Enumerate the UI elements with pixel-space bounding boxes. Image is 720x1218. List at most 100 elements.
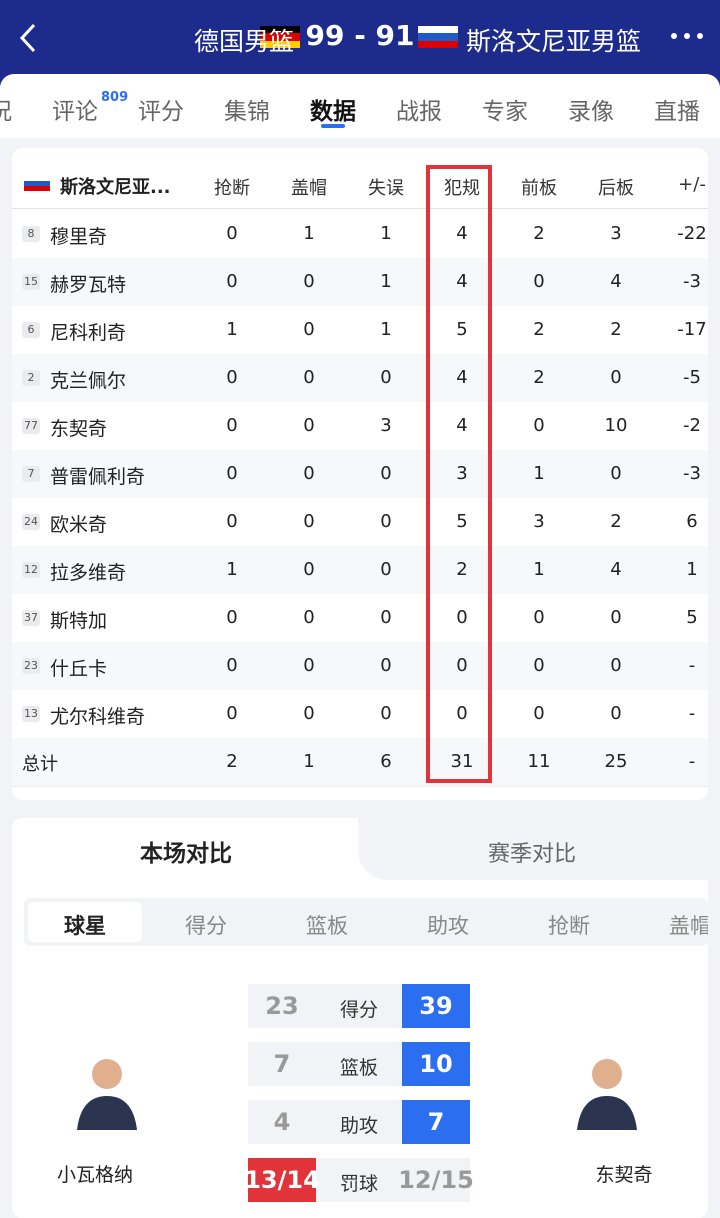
stat-value: 1 — [226, 559, 238, 580]
team-name: 斯洛文尼亚... — [60, 177, 171, 198]
column-header: 失误 — [368, 178, 404, 199]
compare-value: 7 — [427, 1108, 445, 1136]
stat-value: -2 — [683, 415, 701, 436]
row-bg — [12, 594, 708, 643]
stat-value: 1 — [533, 463, 545, 484]
germany-flag — [260, 26, 300, 48]
player-name[interactable]: 穆里奇 — [50, 226, 108, 248]
column-header: 抢断 — [214, 178, 250, 199]
stat-value: - — [688, 751, 696, 772]
tab[interactable]: 录像 — [568, 99, 614, 125]
column-header: 盖帽 — [291, 178, 327, 199]
row-bg — [12, 642, 708, 691]
tab[interactable]: 集锦 — [224, 99, 270, 125]
compare-tab[interactable]: 赛季对比 — [487, 842, 577, 867]
player-name[interactable]: 拉多维奇 — [50, 562, 127, 584]
stat-value: -3 — [683, 271, 701, 292]
stat-value: 0 — [533, 655, 545, 676]
stat-value: 0 — [226, 271, 238, 292]
stat-value: 0 — [303, 415, 315, 436]
stat-value: 3 — [380, 415, 392, 436]
subtab[interactable]: 篮板 — [306, 914, 348, 938]
value-box — [248, 1042, 316, 1086]
stat-value: 0 — [380, 655, 392, 676]
subtab[interactable]: 盖帽 — [669, 914, 708, 938]
stat-value: 2 — [533, 223, 545, 244]
tab[interactable]: 数据 — [310, 99, 356, 125]
stat-value: 0 — [226, 607, 238, 628]
stat-value: 3 — [456, 463, 468, 484]
subtab[interactable]: 抢断 — [548, 914, 590, 938]
stat-value: -22 — [677, 223, 707, 244]
stat-value: 5 — [456, 511, 468, 532]
compare-label: 助攻 — [339, 1115, 379, 1137]
tab[interactable]: 赛况 — [0, 99, 12, 125]
stat-value: 2 — [610, 511, 622, 532]
slovenia-flag — [418, 26, 458, 48]
stat-value: 0 — [456, 655, 468, 676]
subtab-active — [28, 902, 142, 942]
stat-value: 0 — [303, 271, 315, 292]
stat-value: 3 — [610, 223, 622, 244]
table-header-bg — [12, 160, 708, 209]
stat-value: 1 — [533, 559, 545, 580]
label-box — [316, 1042, 402, 1086]
jersey-number: 77 — [22, 418, 40, 434]
jersey-number: 15 — [22, 274, 40, 290]
player-name[interactable]: 欧米奇 — [50, 514, 108, 536]
stat-value: 0 — [380, 703, 392, 724]
more-button[interactable] — [668, 26, 708, 46]
stat-value: 0 — [380, 463, 392, 484]
compare-label: 篮板 — [339, 1057, 379, 1079]
stat-value: 0 — [380, 559, 392, 580]
tab[interactable]: 评论 — [52, 99, 98, 125]
subtab[interactable]: 球星 — [64, 914, 106, 938]
player-name: 东契奇 — [595, 1164, 653, 1186]
stat-value: 0 — [610, 463, 622, 484]
tab[interactable]: 直播 — [654, 99, 700, 125]
tab[interactable]: 战报 — [396, 99, 442, 125]
compare-label: 罚球 — [339, 1173, 379, 1195]
label-box — [316, 1158, 402, 1202]
player-name[interactable]: 斯特加 — [50, 610, 108, 632]
stat-value: 4 — [456, 271, 468, 292]
stat-value: 1 — [303, 223, 315, 244]
column-header: 后板 — [598, 178, 634, 199]
label-box — [316, 984, 402, 1028]
stat-value: 0 — [303, 463, 315, 484]
value-box — [248, 984, 316, 1028]
stat-value: 6 — [686, 511, 698, 532]
row-bg — [12, 546, 708, 595]
subtab[interactable]: 得分 — [185, 914, 227, 938]
stat-value: 1 — [380, 319, 392, 340]
player-name[interactable]: 赫罗瓦特 — [50, 274, 127, 296]
subtab[interactable]: 助攻 — [427, 914, 469, 938]
value-box — [402, 1042, 470, 1086]
row-bg — [12, 354, 708, 403]
tab[interactable]: 评分 — [138, 99, 184, 125]
compare-card: 本场对比 赛季对比 球星 得分 篮板 助攻 抢断 盖帽 小瓦格纳 东契奇 23 39 得分 7 10 篮板 4 7… — [12, 818, 708, 1218]
tab-indicator — [321, 124, 345, 128]
player-name[interactable]: 普雷佩利奇 — [50, 466, 146, 488]
slovenia-flag — [24, 176, 50, 191]
tab[interactable]: 专家 — [482, 99, 528, 125]
column-header: +/- — [678, 174, 706, 195]
player-name[interactable]: 东契奇 — [50, 418, 108, 440]
stat-value: 0 — [303, 319, 315, 340]
value-box — [402, 984, 470, 1028]
player-name[interactable]: 尼科利奇 — [50, 322, 127, 344]
player-name[interactable]: 什丘卡 — [50, 658, 108, 680]
compare-value: 10 — [419, 1050, 453, 1078]
player-name[interactable]: 尤尔科维奇 — [50, 706, 146, 728]
compare-value: 13/14 — [244, 1166, 320, 1194]
value-box — [402, 1158, 470, 1202]
stat-value: 0 — [533, 415, 545, 436]
stat-value: 0 — [610, 655, 622, 676]
stat-value: -5 — [683, 367, 701, 388]
back-button[interactable] — [16, 22, 40, 54]
stat-value: 4 — [610, 559, 622, 580]
player-name[interactable]: 克兰佩尔 — [50, 370, 127, 392]
compare-tab[interactable]: 本场对比 — [140, 841, 232, 867]
stat-value: 0 — [456, 607, 468, 628]
